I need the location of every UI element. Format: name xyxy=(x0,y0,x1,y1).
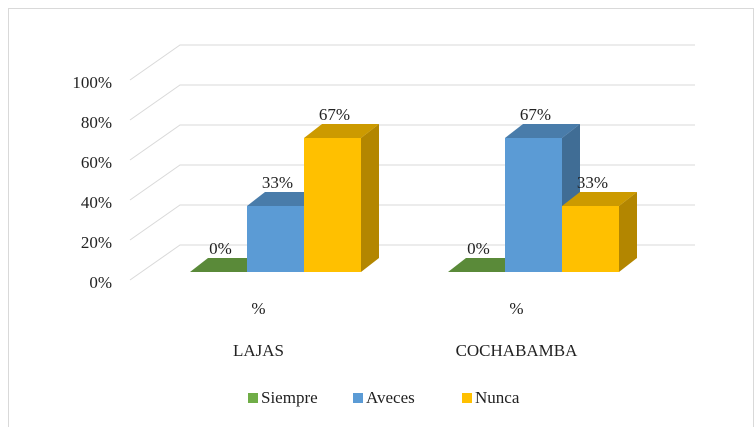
x-tick-label: % xyxy=(509,299,523,318)
bar-face xyxy=(190,258,265,272)
y-tick-label: 40% xyxy=(81,193,112,212)
bar xyxy=(448,258,523,272)
legend-marker xyxy=(462,393,472,403)
legend-marker xyxy=(248,393,258,403)
bar-face xyxy=(619,192,637,272)
data-label: 33% xyxy=(262,173,293,192)
y-tick-label: 20% xyxy=(81,233,112,252)
group-label: COCHABAMBA xyxy=(456,341,579,360)
y-tick-label: 0% xyxy=(89,273,112,292)
data-label: 67% xyxy=(319,105,350,124)
bar-face xyxy=(562,192,637,206)
grid-line xyxy=(129,84,695,121)
legend-label: Siempre xyxy=(261,388,318,407)
y-tick-label: 80% xyxy=(81,113,112,132)
bar xyxy=(190,258,265,272)
bar xyxy=(304,124,379,272)
data-label: 33% xyxy=(577,173,608,192)
bar-face xyxy=(448,258,523,272)
bar-face xyxy=(361,124,379,272)
grid-line xyxy=(129,124,695,161)
bar-face xyxy=(505,124,580,138)
data-label: 0% xyxy=(467,239,490,258)
data-label: 0% xyxy=(209,239,232,258)
bar xyxy=(562,192,637,272)
x-tick-label: % xyxy=(251,299,265,318)
legend-marker xyxy=(353,393,363,403)
bar-face xyxy=(505,138,562,272)
legend-label: Nunca xyxy=(475,388,520,407)
bar-face xyxy=(247,192,322,206)
legend-label: Aveces xyxy=(366,388,415,407)
y-tick-label: 100% xyxy=(72,73,112,92)
group-label: LAJAS xyxy=(233,341,284,360)
grid-line xyxy=(129,44,695,81)
bar-face xyxy=(247,206,304,272)
bar-face xyxy=(304,138,361,272)
bar-face xyxy=(304,124,379,138)
y-tick-label: 60% xyxy=(81,153,112,172)
data-label: 67% xyxy=(520,105,551,124)
bar-face xyxy=(562,206,619,272)
chart-border xyxy=(8,8,754,427)
